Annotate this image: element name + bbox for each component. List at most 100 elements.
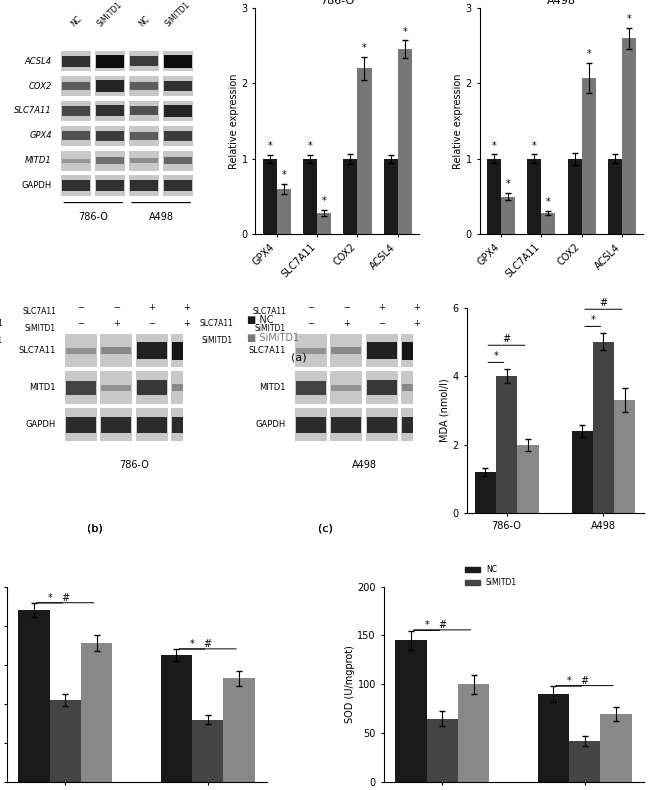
FancyBboxPatch shape	[330, 334, 362, 367]
Text: (b): (b)	[87, 524, 103, 533]
FancyBboxPatch shape	[129, 100, 159, 121]
FancyBboxPatch shape	[163, 175, 193, 196]
Bar	[224, 679, 255, 782]
Text: *: *	[567, 676, 571, 686]
Text: #: #	[203, 639, 212, 649]
Text: SLC7A11: SLC7A11	[22, 307, 56, 316]
FancyBboxPatch shape	[62, 131, 90, 141]
FancyBboxPatch shape	[402, 384, 432, 391]
Bar	[358, 68, 372, 235]
Bar	[569, 741, 601, 782]
Text: −: −	[77, 303, 84, 311]
Text: +: +	[378, 303, 385, 311]
FancyBboxPatch shape	[401, 371, 433, 404]
Text: (c): (c)	[318, 524, 332, 533]
FancyBboxPatch shape	[129, 151, 159, 171]
Text: −: −	[343, 303, 350, 311]
Text: SLC7A11: SLC7A11	[249, 346, 286, 356]
FancyBboxPatch shape	[62, 82, 90, 90]
Text: ■ SiMiTD1: ■ SiMiTD1	[247, 333, 299, 343]
FancyBboxPatch shape	[332, 385, 361, 391]
FancyBboxPatch shape	[129, 126, 159, 146]
Text: (b): (b)	[87, 524, 103, 533]
Text: A498: A498	[352, 460, 376, 470]
FancyBboxPatch shape	[130, 158, 159, 163]
Y-axis label: Relative expression: Relative expression	[453, 73, 463, 169]
FancyBboxPatch shape	[95, 100, 125, 121]
Y-axis label: MDA (nmol/l): MDA (nmol/l)	[440, 378, 450, 442]
Bar	[343, 159, 358, 235]
Bar	[582, 78, 596, 235]
FancyBboxPatch shape	[136, 334, 168, 367]
FancyBboxPatch shape	[96, 180, 124, 191]
Text: SLC7A11: SLC7A11	[0, 319, 3, 329]
FancyBboxPatch shape	[95, 126, 125, 146]
Text: COX2: COX2	[29, 81, 52, 91]
FancyBboxPatch shape	[295, 371, 327, 404]
FancyBboxPatch shape	[164, 130, 192, 141]
FancyBboxPatch shape	[330, 371, 362, 404]
FancyBboxPatch shape	[164, 157, 192, 164]
Text: #: #	[61, 592, 70, 603]
Text: (a): (a)	[291, 352, 307, 362]
Text: ■ NC: ■ NC	[247, 315, 274, 325]
Title: A498: A498	[547, 0, 576, 6]
Text: (c): (c)	[318, 524, 332, 533]
FancyBboxPatch shape	[367, 342, 396, 359]
FancyBboxPatch shape	[95, 175, 125, 196]
Text: SiMITD1: SiMITD1	[25, 324, 56, 333]
FancyBboxPatch shape	[61, 51, 92, 71]
Bar	[571, 431, 593, 514]
Text: +: +	[183, 303, 190, 311]
Text: #: #	[438, 620, 447, 630]
Legend: NC, SiMITD1, SiMITD1 + SLC7A11: NC, SiMITD1, SiMITD1 + SLC7A11	[462, 562, 565, 604]
Text: MITD1: MITD1	[29, 383, 56, 393]
FancyBboxPatch shape	[295, 408, 327, 442]
FancyBboxPatch shape	[136, 416, 166, 433]
Bar	[317, 213, 332, 235]
FancyBboxPatch shape	[163, 100, 193, 121]
FancyBboxPatch shape	[61, 175, 92, 196]
Text: #: #	[580, 675, 589, 686]
FancyBboxPatch shape	[401, 408, 433, 442]
Bar	[496, 376, 517, 514]
Bar	[161, 655, 192, 782]
Bar	[614, 401, 636, 514]
FancyBboxPatch shape	[332, 416, 361, 433]
Bar	[567, 159, 582, 235]
Text: #: #	[502, 333, 511, 344]
FancyBboxPatch shape	[130, 56, 159, 66]
Text: *: *	[281, 170, 286, 180]
FancyBboxPatch shape	[164, 105, 192, 117]
FancyBboxPatch shape	[136, 342, 166, 359]
Bar	[538, 694, 569, 782]
Text: +: +	[413, 303, 421, 311]
Text: GAPDH: GAPDH	[21, 181, 52, 190]
FancyBboxPatch shape	[61, 76, 92, 96]
Text: SLC7A11: SLC7A11	[252, 307, 286, 316]
FancyBboxPatch shape	[100, 408, 132, 442]
Bar	[81, 643, 112, 782]
FancyBboxPatch shape	[61, 126, 92, 146]
Bar	[384, 159, 398, 235]
Text: −: −	[307, 303, 315, 311]
FancyBboxPatch shape	[172, 384, 202, 391]
Y-axis label: Relative expression: Relative expression	[229, 73, 239, 169]
FancyBboxPatch shape	[96, 105, 124, 116]
FancyBboxPatch shape	[163, 126, 193, 146]
Bar	[49, 700, 81, 782]
Text: −: −	[148, 319, 155, 328]
FancyBboxPatch shape	[136, 371, 168, 404]
Text: NC: NC	[69, 14, 83, 28]
FancyBboxPatch shape	[62, 106, 90, 115]
Text: *: *	[424, 620, 429, 630]
Bar	[18, 610, 49, 782]
FancyBboxPatch shape	[296, 381, 326, 395]
Bar	[593, 342, 614, 514]
FancyBboxPatch shape	[130, 107, 159, 115]
FancyBboxPatch shape	[129, 51, 159, 71]
Text: *: *	[190, 639, 194, 649]
Text: SLC7A11: SLC7A11	[199, 319, 233, 329]
FancyBboxPatch shape	[164, 81, 192, 92]
Text: *: *	[362, 43, 367, 53]
